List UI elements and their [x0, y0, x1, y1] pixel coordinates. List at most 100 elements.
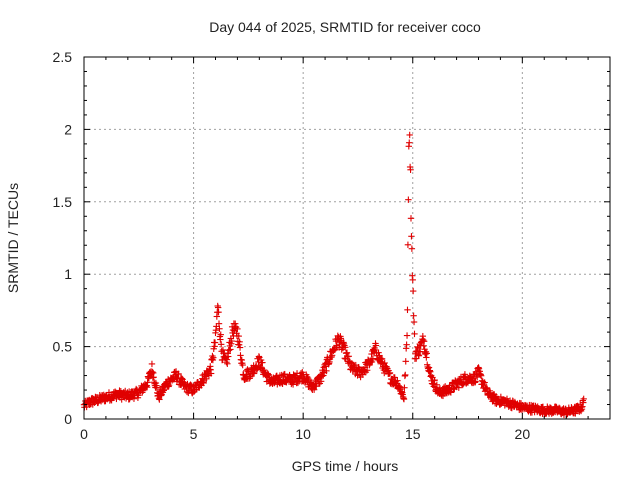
- data-point: [423, 350, 430, 357]
- x-tick-label: 5: [190, 426, 198, 442]
- data-point: [328, 352, 336, 359]
- data-point: [405, 196, 412, 203]
- data-point: [259, 359, 266, 366]
- data-point: [371, 346, 379, 354]
- data-point: [217, 331, 224, 338]
- data-point: [148, 360, 156, 368]
- data-point: [455, 384, 462, 391]
- data-point: [473, 373, 481, 381]
- y-tick-label: 1: [64, 266, 72, 282]
- y-tick-label: 1.5: [53, 194, 73, 210]
- data-point: [481, 379, 488, 386]
- data-point: [378, 355, 386, 362]
- grid: [84, 57, 610, 419]
- y-tick-labels: 0 0.5 1 1.5 2 2.5: [53, 49, 73, 427]
- data-point: [417, 348, 424, 355]
- data-points: [80, 131, 587, 419]
- data-point: [403, 341, 410, 348]
- data-point: [317, 378, 325, 385]
- data-point: [236, 338, 243, 346]
- data-point: [234, 325, 241, 333]
- data-point: [404, 306, 411, 314]
- data-point: [215, 308, 222, 316]
- x-tick-label: 10: [295, 426, 311, 442]
- data-point: [406, 131, 413, 139]
- data-point: [224, 360, 231, 367]
- data-point: [459, 381, 466, 389]
- y-tick-label: 2.5: [53, 49, 73, 65]
- data-point: [579, 403, 586, 410]
- data-point: [407, 215, 415, 222]
- data-point: [156, 396, 163, 403]
- y-tick-label: 0.5: [53, 339, 73, 355]
- data-point: [420, 336, 427, 344]
- plot-frame: [83, 56, 611, 420]
- data-point: [411, 330, 418, 338]
- data-point: [401, 384, 408, 391]
- data-point: [175, 370, 182, 378]
- data-point: [257, 363, 264, 371]
- data-point: [580, 395, 587, 403]
- data-point: [477, 372, 485, 379]
- y-tick-label: 0: [64, 411, 72, 427]
- data-point: [368, 358, 376, 366]
- data-point: [431, 376, 438, 384]
- data-point: [420, 338, 428, 345]
- data-point: [227, 346, 234, 353]
- data-point: [160, 387, 167, 394]
- axis-ticks: [83, 56, 610, 420]
- data-point: [144, 379, 151, 386]
- y-tick-label: 2: [64, 121, 72, 137]
- data-point: [409, 287, 417, 295]
- data-point: [318, 373, 326, 380]
- data-point: [289, 381, 297, 388]
- data-point: [402, 358, 409, 365]
- data-point: [225, 353, 232, 360]
- y-axis-label: SRMTID / TECUs: [5, 183, 21, 293]
- data-point: [235, 332, 242, 340]
- data-point: [303, 373, 311, 381]
- data-point: [116, 387, 123, 394]
- data-point: [239, 361, 246, 369]
- data-point: [210, 354, 217, 361]
- x-axis-label: GPS time / hours: [292, 458, 399, 474]
- data-point: [203, 375, 210, 383]
- data-point: [265, 371, 272, 378]
- data-point: [375, 349, 382, 356]
- data-point: [207, 370, 215, 377]
- x-tick-label: 20: [515, 426, 531, 442]
- chart-title: Day 044 of 2025, SRMTID for receiver coc…: [209, 19, 481, 35]
- data-point: [410, 318, 418, 326]
- data-point: [410, 312, 417, 319]
- data-point: [394, 377, 401, 384]
- data-point: [216, 325, 223, 332]
- data-point: [408, 245, 416, 252]
- data-point: [472, 378, 479, 385]
- data-point: [217, 341, 225, 348]
- data-point: [409, 276, 416, 284]
- data-point: [372, 342, 380, 349]
- x-tick-label: 15: [405, 426, 421, 442]
- data-point: [253, 366, 261, 373]
- data-point: [323, 367, 330, 375]
- data-point: [236, 344, 244, 351]
- x-tick-labels: 0 5 10 15 20: [80, 426, 530, 442]
- data-point: [408, 233, 415, 240]
- data-point: [89, 395, 96, 402]
- data-point: [406, 139, 413, 146]
- data-point: [404, 241, 412, 248]
- data-point: [407, 166, 414, 173]
- data-point: [320, 372, 327, 379]
- data-point: [386, 369, 394, 377]
- data-point: [149, 368, 156, 376]
- data-point: [211, 339, 219, 346]
- data-point: [228, 337, 235, 345]
- data-point: [402, 371, 409, 379]
- data-point: [342, 344, 349, 351]
- x-tick-label: 0: [80, 426, 88, 442]
- data-point: [363, 367, 371, 374]
- data-point: [400, 395, 408, 403]
- data-point: [403, 332, 411, 339]
